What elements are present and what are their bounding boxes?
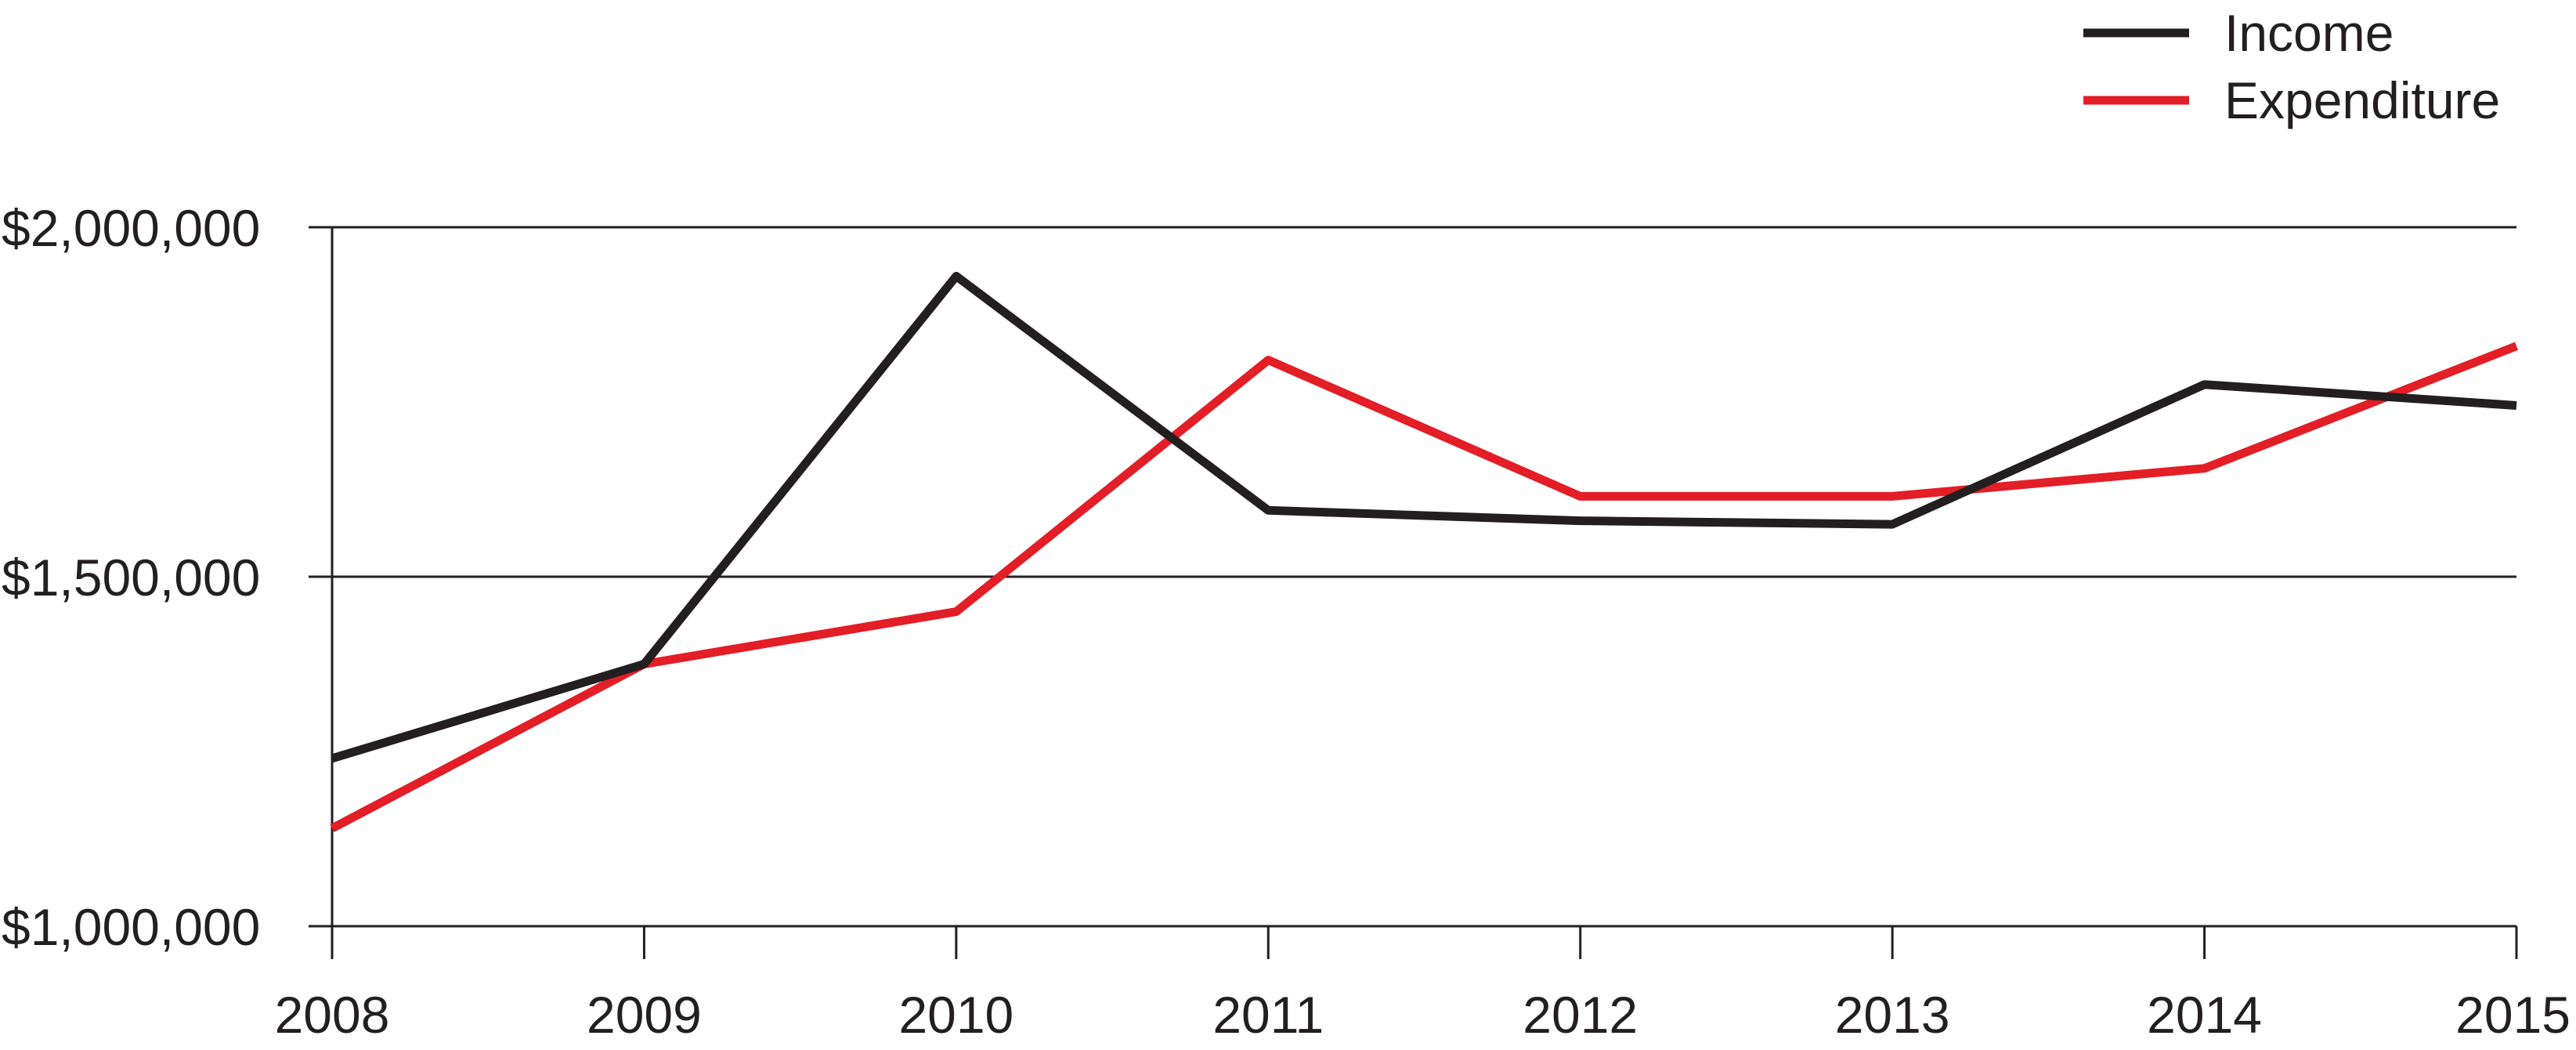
series-line-expenditure <box>330 342 2519 832</box>
x-tick-label: 2013 <box>1835 986 1950 1044</box>
y-axis-tick-labels: $1,000,000 $1,500,000 $2,000,000 <box>2 199 260 956</box>
x-tick-label: 2011 <box>1212 986 1324 1044</box>
legend: Income Expenditure <box>2083 4 2500 129</box>
series-layer <box>330 271 2519 832</box>
y-tick-label: $1,000,000 <box>2 898 260 956</box>
x-tick-label: 2008 <box>275 986 390 1044</box>
x-axis-tick-labels: 2008 2009 2010 2011 2012 2013 2014 2015 <box>275 986 2571 1044</box>
legend-label-expenditure: Expenditure <box>2224 71 2500 129</box>
y-tick-label: $1,500,000 <box>2 549 260 606</box>
grid-layer <box>309 226 2516 928</box>
x-tick-label: 2009 <box>587 986 702 1044</box>
x-tick-label: 2014 <box>2147 986 2262 1044</box>
x-tick-label: 2012 <box>1523 986 1638 1044</box>
x-tick-label: 2010 <box>898 986 1013 1044</box>
y-tick-label: $2,000,000 <box>2 199 260 257</box>
legend-label-income: Income <box>2224 4 2394 62</box>
x-tick-label: 2015 <box>2455 986 2571 1044</box>
axis-layer <box>331 227 2518 959</box>
series-line-income <box>331 271 2517 763</box>
